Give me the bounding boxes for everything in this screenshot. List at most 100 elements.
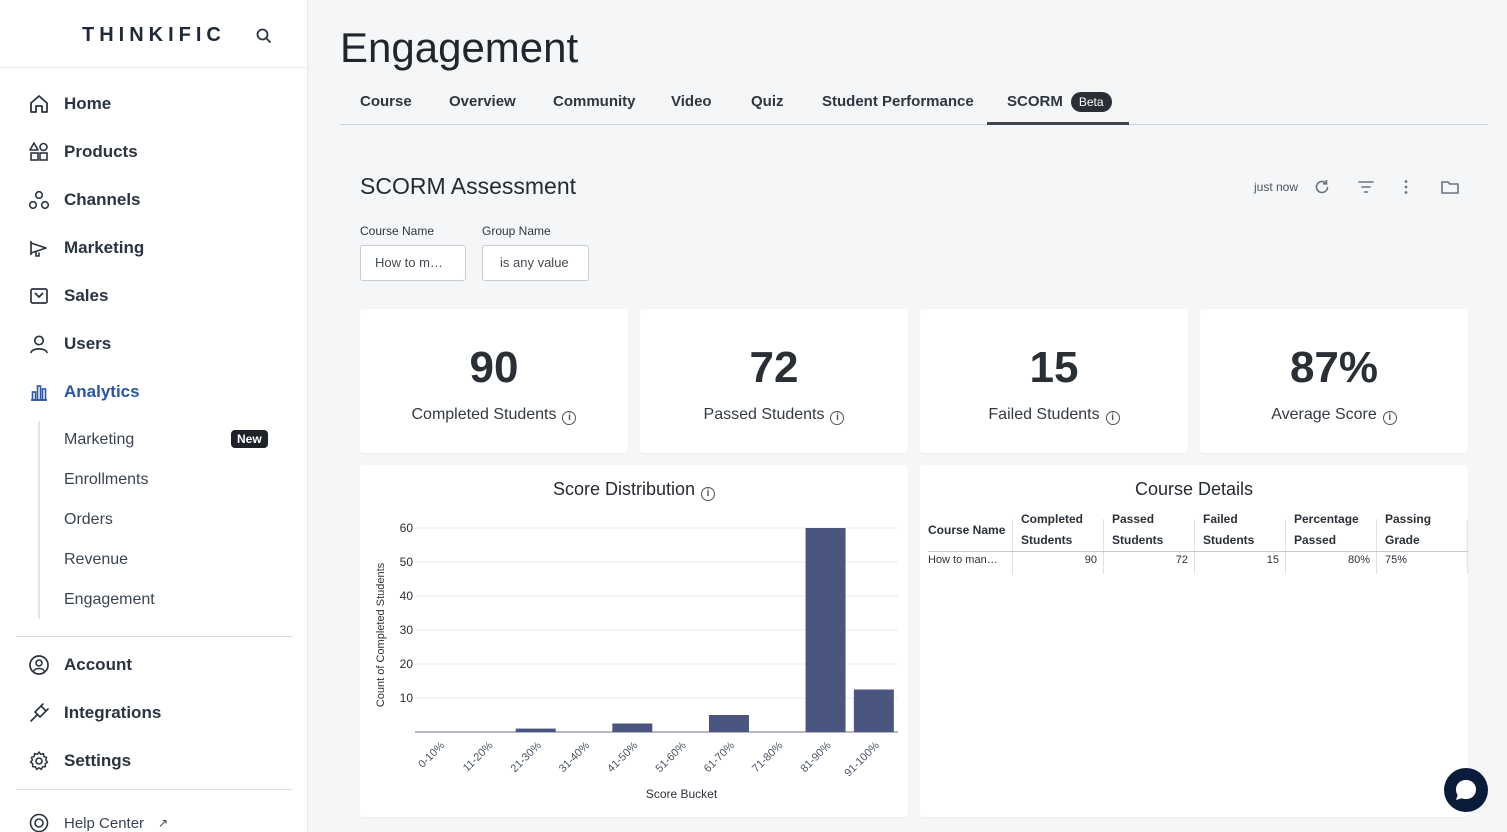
kpi-label-text: Completed Students <box>411 406 557 423</box>
x-tick-label: 41-50% <box>605 739 640 774</box>
info-icon[interactable]: i <box>1105 411 1120 425</box>
tab-community[interactable]: Community <box>553 93 636 110</box>
dashboard-title: SCORM Assessment <box>360 173 576 199</box>
y-axis-title: Count of Completed Students <box>375 562 387 707</box>
tab-scorm[interactable]: SCORM Beta <box>987 88 1129 125</box>
gear-icon <box>29 751 49 771</box>
sidebar-subitem-revenue[interactable]: Revenue <box>64 551 129 568</box>
sidebar-item-account[interactable]: Account <box>28 650 132 680</box>
brand-logo[interactable]: THINKIFIC <box>82 24 226 46</box>
kpi-value: 72 <box>749 343 799 392</box>
sidebar-item-users[interactable]: Users <box>28 329 111 359</box>
table-cell: 72 <box>1175 554 1188 566</box>
y-tick-label: 20 <box>400 657 414 671</box>
column-separator <box>1467 519 1468 551</box>
sidebar-subitem-marketing[interactable]: Marketing <box>64 431 135 448</box>
kpi-value: 90 <box>469 343 519 392</box>
bar-91-100% <box>853 689 894 732</box>
x-tick-label: 11-20% <box>461 739 496 774</box>
sidebar-item-home[interactable]: Home <box>28 89 111 119</box>
search-icon[interactable] <box>254 26 274 46</box>
bar-81-90% <box>805 528 846 732</box>
info-icon[interactable]: i <box>562 411 577 425</box>
column-separator <box>1285 552 1286 574</box>
kpi-label: Passed Students i <box>640 406 908 425</box>
table-title: Course Details <box>1134 479 1254 499</box>
column-separator <box>1376 552 1377 574</box>
folder-icon[interactable] <box>1440 177 1460 197</box>
home-icon <box>30 95 48 113</box>
x-tick-label: 91-100% <box>842 739 882 779</box>
tab-student-performance[interactable]: Student Performance <box>822 93 974 110</box>
x-tick-label: 71-80% <box>750 739 785 774</box>
kpi-card-average: 87% Average Score i <box>1200 309 1468 453</box>
tab-overview[interactable]: Overview <box>449 93 516 110</box>
bar-41-50% <box>612 723 653 732</box>
shapes-icon <box>29 142 48 161</box>
x-tick-label: 21-30% <box>509 739 544 774</box>
y-tick-label: 30 <box>400 623 414 637</box>
course-name-filter[interactable]: How to m… <box>360 245 466 281</box>
tab-quiz[interactable]: Quiz <box>751 93 784 110</box>
column-header[interactable]: Failed Students <box>1203 512 1255 547</box>
sidebar-item-settings[interactable]: Settings <box>28 746 131 776</box>
column-header[interactable]: Completed Students <box>1021 512 1084 547</box>
refresh-icon[interactable] <box>1312 177 1332 197</box>
column-separator <box>1012 552 1013 574</box>
help-center-link[interactable]: Help Center ↗ <box>28 812 168 832</box>
y-tick-label: 40 <box>400 589 414 603</box>
column-separator <box>1285 519 1286 551</box>
column-header[interactable]: Passing Grade <box>1385 512 1432 547</box>
sidebar-subitem-engagement[interactable]: Engagement <box>64 591 155 608</box>
info-icon[interactable]: i <box>1382 411 1397 425</box>
tab-course[interactable]: Course <box>360 93 412 110</box>
sidebar-item-integrations[interactable]: Integrations <box>28 698 161 728</box>
kpi-value: 15 <box>1029 343 1079 392</box>
sidebar-subitem-enrollments[interactable]: Enrollments <box>64 471 149 488</box>
bar-chart-icon <box>31 385 47 401</box>
bar-21-30% <box>515 728 556 732</box>
info-icon[interactable]: i <box>830 411 845 425</box>
column-separator <box>1194 519 1195 551</box>
sidebar-item-analytics[interactable]: Analytics <box>28 377 140 407</box>
tab-label: SCORM <box>1007 93 1063 110</box>
sidebar-divider <box>0 67 308 68</box>
lifebuoy-icon <box>29 813 49 832</box>
sidebar-item-products[interactable]: Products <box>28 137 138 167</box>
beta-badge: Beta <box>1070 92 1112 112</box>
column-separator <box>1194 552 1195 574</box>
kpi-label-text: Failed Students <box>988 406 1100 423</box>
more-vertical-icon[interactable] <box>1396 177 1416 197</box>
info-icon[interactable]: i <box>701 487 716 501</box>
column-separator <box>1376 519 1377 551</box>
group-name-filter[interactable]: is any value <box>482 245 589 281</box>
channels-icon <box>28 190 50 210</box>
column-header[interactable]: Course Name <box>928 523 1006 537</box>
column-header[interactable]: Percentage Passed <box>1294 512 1359 547</box>
sidebar-subitem-orders[interactable]: Orders <box>64 511 113 528</box>
filter-icon[interactable] <box>1356 177 1376 197</box>
tab-bar: Course Overview Community Video Quiz Stu… <box>340 84 1488 125</box>
last-updated: just now <box>1254 180 1299 194</box>
page-title: Engagement <box>340 24 579 71</box>
submenu-guide <box>38 421 40 619</box>
sidebar-item-sales[interactable]: Sales <box>28 281 108 311</box>
sidebar-item-marketing[interactable]: Marketing <box>28 233 144 263</box>
account-circle-icon <box>29 655 49 675</box>
kpi-card-passed: 72 Passed Students i <box>640 309 908 453</box>
chat-button[interactable] <box>1444 768 1488 812</box>
header-divider <box>928 551 1468 552</box>
column-header[interactable]: Passed Students <box>1112 512 1164 547</box>
kpi-label: Completed Students i <box>360 406 628 425</box>
x-tick-label: 81-90% <box>798 739 833 774</box>
sidebar-item-label: Home <box>64 94 112 113</box>
sidebar-item-channels[interactable]: Channels <box>28 185 141 215</box>
tab-video[interactable]: Video <box>671 93 712 110</box>
sidebar-item-label: Marketing <box>64 238 145 257</box>
kpi-card-completed: 90 Completed Students i <box>360 309 628 453</box>
sidebar-item-label: Products <box>64 142 138 161</box>
table-cell: 90 <box>1084 554 1097 566</box>
sidebar-item-label: Sales <box>64 286 109 305</box>
y-tick-label: 50 <box>400 555 414 569</box>
sidebar-item-label: Settings <box>64 751 132 770</box>
